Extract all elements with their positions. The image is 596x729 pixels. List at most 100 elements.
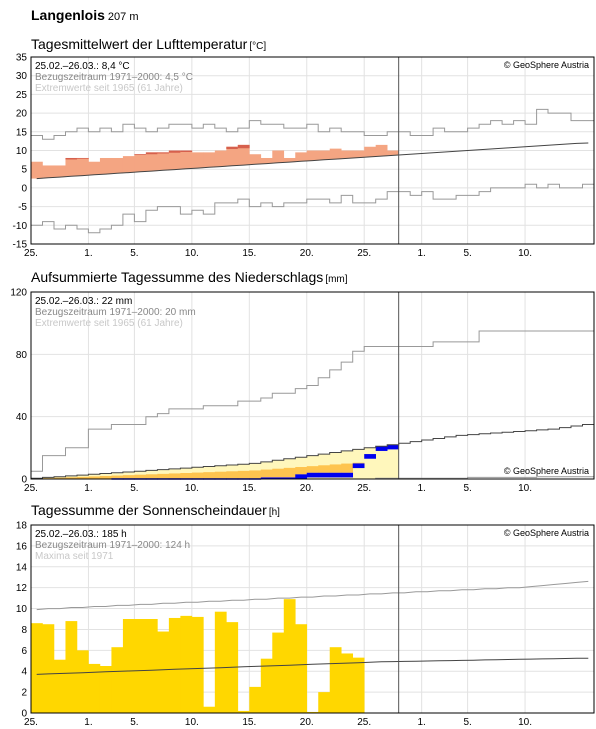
sunshine-bar	[283, 599, 296, 713]
precipitation-deficit-bar	[99, 476, 112, 479]
precipitation-deficit-bar	[295, 467, 308, 475]
temperature-normal-line	[36, 142, 589, 180]
sunshine-bar	[341, 653, 354, 713]
precipitation-deficit-bar	[214, 471, 227, 479]
precipitation-deficit-bar	[226, 471, 239, 479]
x-tick-label: 10.	[518, 248, 532, 259]
sunshine-bar	[249, 686, 262, 713]
precipitation-deficit-bar	[191, 472, 204, 479]
temperature-strong-anomaly-bar	[76, 157, 89, 159]
precipitation-deficit-bar	[76, 476, 89, 479]
x-tick-label: 1.	[84, 717, 92, 728]
y-tick-label: 16	[16, 541, 28, 552]
x-tick-label: 10.	[518, 717, 532, 728]
sunshine-bar	[352, 657, 365, 713]
precipitation-observed-bar	[329, 472, 342, 478]
temperature-anomaly-bar	[65, 157, 78, 177]
sunshine-bar	[272, 632, 285, 713]
sunshine-unit: [h]	[268, 507, 280, 518]
sunshine-bar	[203, 706, 216, 713]
x-tick-label: 1.	[84, 483, 92, 494]
temperature-anomaly-bar	[272, 150, 285, 163]
copyright-label: © GeoSphere Austria	[504, 466, 589, 476]
precipitation-observed-bar	[306, 472, 319, 478]
x-tick-label: 20.	[300, 717, 314, 728]
temperature-anomaly-bar	[318, 150, 331, 160]
temperature-anomaly-bar	[157, 152, 170, 171]
station-name: Langenlois	[31, 7, 105, 23]
x-tick-label: 25.	[357, 717, 371, 728]
temperature-anomaly-bar	[237, 144, 250, 166]
precipitation-deficit-bar	[145, 474, 158, 479]
x-tick-label: 15.	[242, 483, 256, 494]
precipitation-observed-bar	[341, 472, 354, 478]
temperature-anomaly-bar	[249, 154, 262, 165]
y-tick-label: 8	[21, 625, 27, 636]
precipitation-observed-bar	[375, 446, 388, 451]
info-reference-period: Bezugszeitraum 1971–2000: 20 mm	[35, 307, 196, 318]
sunshine-bar	[318, 692, 331, 713]
sunshine-bar	[214, 611, 227, 713]
x-tick-label: 1.	[417, 483, 425, 494]
precipitation-deficit-bar	[260, 469, 273, 478]
sunshine-bar	[168, 617, 181, 713]
info-current-period: 25.02.–26.03.: 8,4 °C	[35, 61, 130, 72]
info-current-period: 25.02.–26.03.: 185 h	[35, 529, 127, 540]
temperature-anomaly-bar	[99, 157, 112, 175]
x-tick-label: 25.	[357, 483, 371, 494]
chart-frame	[30, 56, 595, 245]
x-tick-label: 5.	[463, 483, 471, 494]
temperature-anomaly-bar	[260, 157, 273, 164]
precipitation-observed-bar	[318, 472, 331, 478]
temperature-min-line	[31, 183, 594, 234]
temperature-anomaly-bar	[341, 150, 354, 159]
y-tick-label: 12	[16, 583, 28, 594]
precipitation-chart-title: Aufsummierte Tagessumme des Niederschlag…	[31, 269, 348, 285]
temperature-anomaly-bar	[122, 156, 135, 173]
info-reference-period: Bezugszeitraum 1971–2000: 4,5 °C	[35, 72, 193, 83]
y-tick-label: 2	[21, 688, 27, 699]
x-tick-label: 10.	[518, 483, 532, 494]
temperature-anomaly-bar	[283, 157, 296, 163]
sunshine-bar	[88, 663, 101, 713]
chart-panel-1	[30, 291, 595, 480]
y-tick-label: 4	[21, 667, 27, 678]
y-tick-label: 35	[16, 53, 28, 64]
x-tick-label: 25.	[24, 717, 38, 728]
temperature-anomaly-bar	[375, 144, 388, 157]
y-tick-label: 15	[16, 127, 28, 138]
sunshine-max-line	[36, 580, 589, 611]
y-tick-label: 0	[21, 475, 27, 486]
sunshine-bar	[134, 619, 147, 713]
y-tick-label: 5	[21, 165, 27, 176]
y-tick-label: -10	[13, 221, 28, 232]
y-tick-label: 6	[21, 646, 27, 657]
temperature-anomaly-bar	[387, 150, 399, 156]
temperature-anomaly-bar	[111, 157, 124, 174]
sunshine-bar	[260, 658, 273, 713]
x-tick-label: 25.	[24, 483, 38, 494]
precipitation-observed-bar	[260, 477, 273, 479]
x-tick-label: 5.	[130, 483, 138, 494]
temperature-strong-anomaly-bar	[226, 146, 239, 150]
station-elevation: 207 m	[107, 11, 139, 23]
temperature-strong-anomaly-bar	[180, 150, 193, 152]
sunshine-bar	[329, 647, 342, 713]
sunshine-bar	[111, 647, 124, 713]
y-tick-label: 40	[16, 412, 28, 423]
sunshine-bar	[237, 710, 250, 713]
precipitation-deficit-bar	[306, 466, 319, 473]
temperature-strong-anomaly-bar	[157, 152, 170, 154]
y-tick-label: -5	[18, 202, 27, 213]
precipitation-unit: [mm]	[325, 274, 348, 285]
y-tick-label: 80	[16, 350, 28, 361]
precipitation-max-line	[31, 330, 594, 472]
x-tick-label: 5.	[463, 248, 471, 259]
x-tick-label: 15.	[242, 248, 256, 259]
precipitation-deficit-bar	[134, 474, 147, 479]
y-tick-label: 30	[16, 71, 28, 82]
temperature-max-line	[31, 108, 594, 140]
temperature-strong-anomaly-bar	[65, 157, 78, 160]
info-reference-period: Bezugszeitraum 1971–2000: 124 h	[35, 540, 190, 551]
